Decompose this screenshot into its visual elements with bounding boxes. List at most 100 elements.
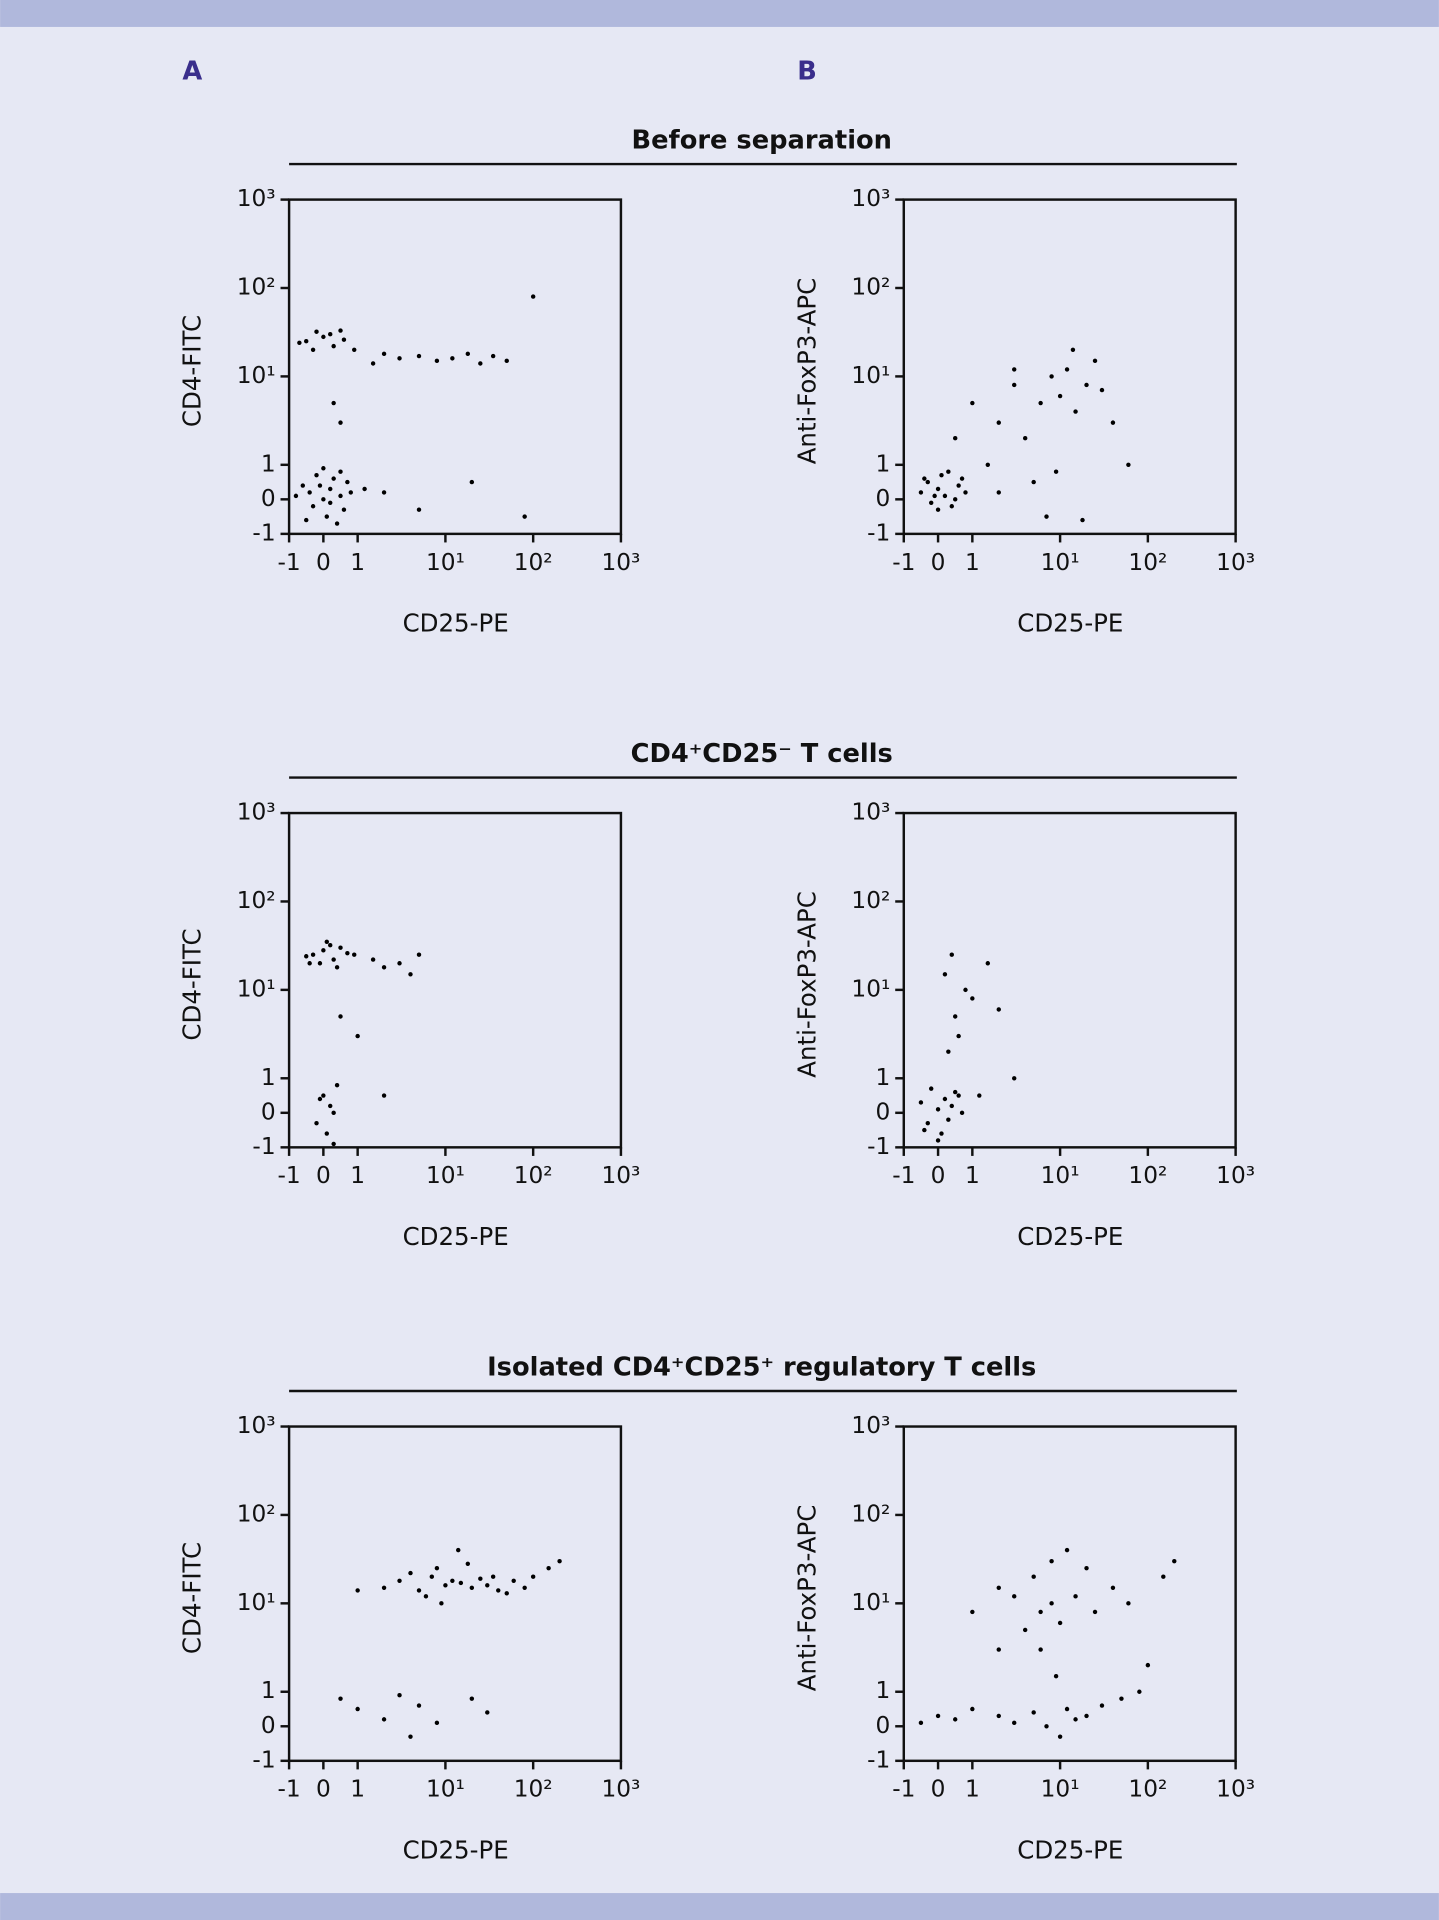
data-point [416,507,422,512]
data-point [450,356,455,361]
data-point [504,1591,509,1596]
y-tick-label: 10² [851,273,890,300]
data-point [1012,1076,1017,1081]
data-point [397,1578,402,1583]
data-point [1110,420,1116,425]
x-tick-label: 1 [350,549,365,576]
data-point [953,1717,958,1722]
x-tick-label: 10² [514,1162,553,1189]
data-point [469,1696,475,1701]
data-point [324,514,330,519]
plot-frame [902,811,1237,1149]
data-point [328,1103,333,1109]
x-tick-label: 0 [316,1162,331,1189]
top-band [0,0,1439,27]
x-tick-label: 10² [1128,549,1167,576]
data-point [334,521,340,526]
y-tick-label: 10² [851,887,890,914]
x-axis-label: CD25-PE [1017,608,1123,637]
y-tick-label: 10³ [237,799,276,826]
data-point [458,1580,464,1586]
data-point [321,497,326,502]
data-point [408,1570,413,1576]
data-point [408,972,413,977]
y-tick-label: -1 [252,1746,275,1773]
data-point [949,952,954,957]
data-point [1031,1710,1036,1715]
data-point [522,514,527,519]
data-point [338,493,343,499]
panel-label: A [182,57,202,87]
data-point [314,1120,319,1126]
x-tick-label: 1 [965,1776,980,1803]
data-point [953,1089,958,1095]
x-tick-label: -1 [277,549,300,576]
y-tick-label: -1 [252,1133,275,1160]
x-tick-label: 10¹ [426,549,465,576]
data-point [307,490,312,495]
data-point [942,493,948,499]
data-point [304,954,309,959]
data-point [942,1096,948,1102]
y-tick-label: 1 [261,1064,276,1091]
data-point [935,507,941,512]
data-point [1172,1558,1177,1564]
data-point [1064,367,1070,372]
data-point [1012,1720,1017,1726]
data-point [416,353,422,359]
data-point [338,945,343,950]
data-point [434,1565,440,1571]
data-point [381,965,387,970]
y-axis-label: CD4-FITC [178,1542,207,1654]
data-point [530,1574,536,1579]
data-point [381,1093,387,1098]
data-point [345,479,350,485]
y-tick-label: 0 [261,485,276,512]
x-tick-label: 10² [514,549,553,576]
data-point [946,469,951,474]
data-point [490,1574,496,1579]
data-point [1099,1703,1105,1708]
data-point [996,1647,1001,1652]
data-point [324,1131,330,1136]
data-point [338,1014,343,1019]
data-point [1053,1673,1059,1679]
data-point [352,952,357,957]
data-point [297,340,302,345]
data-point [348,490,354,495]
data-point [970,1706,975,1712]
x-tick-label: 10³ [1216,1776,1255,1803]
data-point [450,1578,455,1583]
data-point [970,1609,975,1615]
data-point [314,472,319,478]
data-point [985,462,991,468]
data-point [496,1588,501,1593]
data-point [1053,469,1059,474]
data-point [490,353,496,359]
data-point [334,1082,340,1088]
data-point [465,351,471,357]
y-tick-label: 1 [876,1064,891,1091]
data-point [1022,435,1028,441]
data-point [443,1583,448,1588]
y-tick-label: 10¹ [851,362,890,389]
x-tick-label: 0 [316,1776,331,1803]
x-tick-label: 10¹ [1041,1776,1080,1803]
x-axis-label: CD25-PE [403,1222,509,1251]
data-point [1049,1558,1054,1564]
data-point [935,1107,941,1112]
data-point [1057,1734,1063,1739]
data-point [939,1131,944,1136]
data-point [942,972,948,977]
data-point [1073,409,1078,414]
y-tick-label: 1 [876,1677,891,1704]
data-point [408,1734,413,1739]
data-point [949,1103,954,1109]
data-point [338,420,343,425]
data-point [953,497,958,502]
x-tick-label: 0 [931,549,946,576]
data-point [317,961,323,966]
y-axis-label: Anti-FoxP3-APC [792,891,821,1078]
data-point [557,1558,562,1564]
x-tick-label: 0 [931,1776,946,1803]
